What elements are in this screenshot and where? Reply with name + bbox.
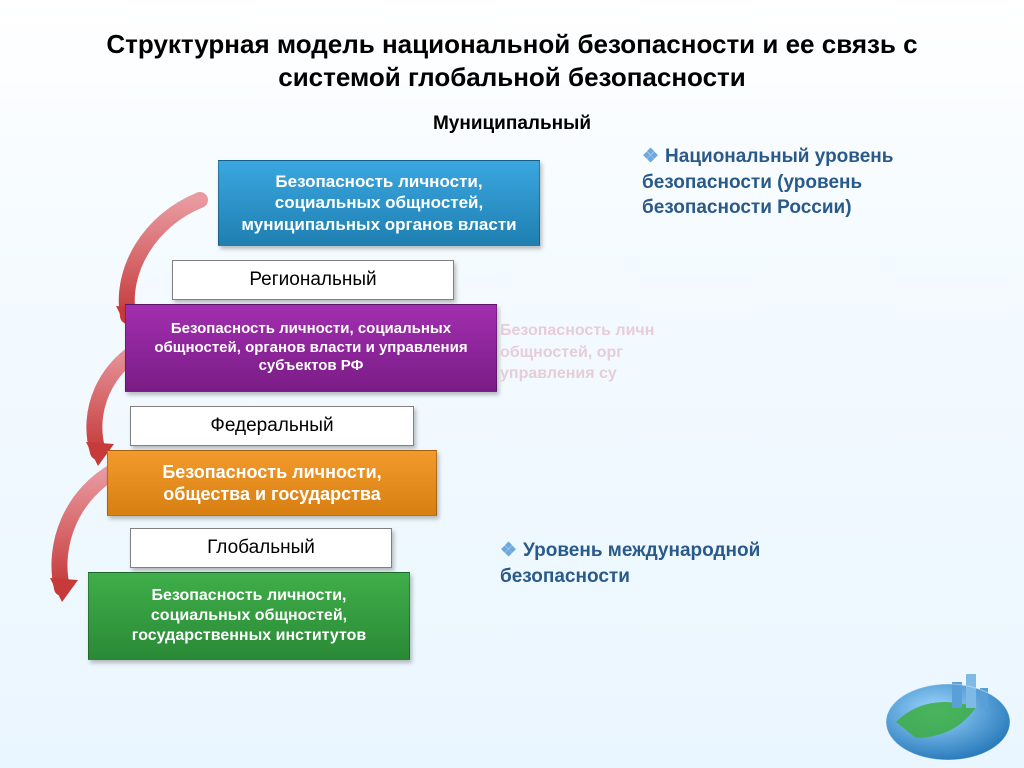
level-global-label: Глобальный: [130, 528, 392, 568]
diagram-canvas: Безопасность личности, социальных общнос…: [0, 130, 1024, 690]
level-municipal-body: Безопасность личности, социальных общнос…: [218, 160, 540, 246]
level-federal-label-text: Федеральный: [210, 415, 333, 437]
level-regional-text: Безопасность личности, социальных общнос…: [140, 320, 482, 376]
level-regional-label-text: Региональный: [249, 269, 376, 291]
annotation-international-text: Уровень международной безопасности: [500, 540, 760, 587]
level-regional-label: Региональный: [172, 260, 454, 300]
level-federal-text: Безопасность личности, общества и госуда…: [122, 461, 422, 506]
annotation-national-text: Национальный уровень безопасности (урове…: [642, 146, 893, 218]
level-global-label-text: Глобальный: [207, 537, 315, 559]
annotation-international: ❖Уровень международной безопасности: [500, 538, 830, 589]
ghost-line-3: управления су: [500, 363, 654, 385]
level-global-body: Безопасность личности, социальных общнос…: [88, 572, 410, 660]
globe-decoration-icon: [856, 652, 1016, 762]
page-title: Структурная модель национальной безопасн…: [0, 0, 1024, 103]
annotation-national: ❖Национальный уровень безопасности (уров…: [642, 144, 942, 221]
ghost-text: Безопасность личн общностей, орг управле…: [500, 320, 654, 385]
level-federal-label: Федеральный: [130, 406, 414, 446]
ghost-line-2: общностей, орг: [500, 342, 654, 364]
bullet-icon: ❖: [642, 146, 659, 167]
ghost-line-1: Безопасность личн: [500, 320, 654, 342]
level-global-text: Безопасность личности, социальных общнос…: [103, 586, 395, 646]
level-regional-body: Безопасность личности, социальных общнос…: [125, 304, 497, 392]
level-municipal-text: Безопасность личности, социальных общнос…: [233, 171, 525, 235]
level-federal-body: Безопасность личности, общества и госуда…: [107, 450, 437, 516]
bullet-icon: ❖: [500, 540, 517, 561]
